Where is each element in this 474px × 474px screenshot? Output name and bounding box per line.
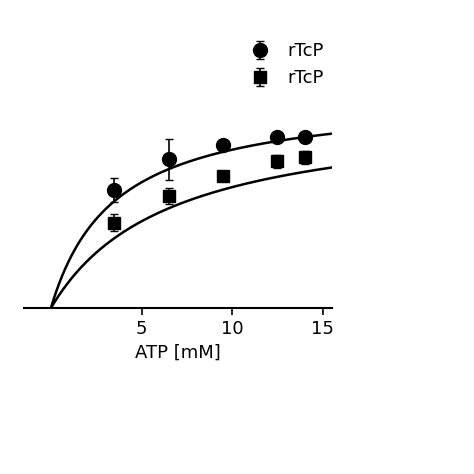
Legend: rTcP, rTcP: rTcP, rTcP (237, 36, 329, 92)
X-axis label: ATP [mM]: ATP [mM] (135, 344, 220, 362)
